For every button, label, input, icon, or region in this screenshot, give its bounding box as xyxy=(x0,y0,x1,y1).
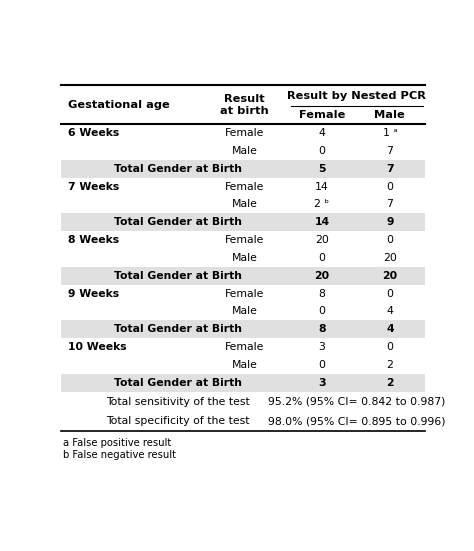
Text: 4: 4 xyxy=(386,306,393,316)
Text: 0: 0 xyxy=(386,289,393,299)
Text: Male: Male xyxy=(232,253,258,263)
Text: 0: 0 xyxy=(319,306,326,316)
Text: 7: 7 xyxy=(386,146,393,156)
Text: 2: 2 xyxy=(386,377,394,387)
Text: 0: 0 xyxy=(386,235,393,245)
Text: 14: 14 xyxy=(314,217,329,227)
Text: Male: Male xyxy=(232,306,258,316)
Text: 20: 20 xyxy=(383,253,397,263)
Text: Result by Nested PCR: Result by Nested PCR xyxy=(287,91,426,101)
Text: Female: Female xyxy=(225,128,264,138)
Text: Total sensitivity of the test: Total sensitivity of the test xyxy=(106,397,250,407)
Text: 4: 4 xyxy=(319,128,325,138)
Text: 4: 4 xyxy=(386,324,394,334)
Text: 10 Weeks: 10 Weeks xyxy=(68,342,127,352)
Text: Total Gender at Birth: Total Gender at Birth xyxy=(114,217,242,227)
Text: Male: Male xyxy=(232,199,258,209)
Text: 7: 7 xyxy=(386,199,393,209)
Bar xyxy=(61,267,425,285)
Text: 8: 8 xyxy=(318,324,326,334)
Text: Female: Female xyxy=(225,182,264,192)
Text: 0: 0 xyxy=(386,342,393,352)
Text: Gestational age: Gestational age xyxy=(68,100,170,110)
Text: 3: 3 xyxy=(318,377,326,387)
Text: 14: 14 xyxy=(315,182,329,192)
Text: 6 Weeks: 6 Weeks xyxy=(68,128,119,138)
Text: 2 ᵇ: 2 ᵇ xyxy=(314,199,329,209)
Text: Total specificity of the test: Total specificity of the test xyxy=(106,417,249,426)
Text: Male: Male xyxy=(232,360,258,370)
Text: Female: Female xyxy=(225,235,264,245)
Text: 98.0% (95% CI= 0.895 to 0.996): 98.0% (95% CI= 0.895 to 0.996) xyxy=(268,417,446,426)
Text: b False negative result: b False negative result xyxy=(63,450,176,460)
Bar xyxy=(61,374,425,392)
Bar xyxy=(61,320,425,338)
Text: 0: 0 xyxy=(386,182,393,192)
Text: 8 Weeks: 8 Weeks xyxy=(68,235,119,245)
Text: Total Gender at Birth: Total Gender at Birth xyxy=(114,377,242,387)
Text: Female: Female xyxy=(225,342,264,352)
Text: 5: 5 xyxy=(318,164,326,174)
Text: Female: Female xyxy=(299,110,345,120)
Text: Female: Female xyxy=(225,289,264,299)
Text: Male: Male xyxy=(232,146,258,156)
Text: 20: 20 xyxy=(383,271,397,280)
Text: Result
at birth: Result at birth xyxy=(220,94,269,116)
Text: 3: 3 xyxy=(319,342,325,352)
Text: 7: 7 xyxy=(386,164,394,174)
Bar xyxy=(61,160,425,178)
Text: 20: 20 xyxy=(315,235,329,245)
Text: 0: 0 xyxy=(319,253,326,263)
Text: a False positive result: a False positive result xyxy=(63,438,171,448)
Text: 0: 0 xyxy=(319,146,326,156)
Text: 9: 9 xyxy=(386,217,393,227)
Bar xyxy=(61,213,425,231)
Text: 1 ᵃ: 1 ᵃ xyxy=(383,128,397,138)
Text: 0: 0 xyxy=(319,360,326,370)
Text: 95.2% (95% CI= 0.842 to 0.987): 95.2% (95% CI= 0.842 to 0.987) xyxy=(268,397,446,407)
Text: 9 Weeks: 9 Weeks xyxy=(68,289,119,299)
Text: Total Gender at Birth: Total Gender at Birth xyxy=(114,271,242,280)
Text: Male: Male xyxy=(374,110,405,120)
Text: 2: 2 xyxy=(386,360,393,370)
Text: 20: 20 xyxy=(314,271,329,280)
Text: Total Gender at Birth: Total Gender at Birth xyxy=(114,164,242,174)
Text: 8: 8 xyxy=(319,289,325,299)
Text: 7 Weeks: 7 Weeks xyxy=(68,182,119,192)
Bar xyxy=(61,85,425,124)
Text: Total Gender at Birth: Total Gender at Birth xyxy=(114,324,242,334)
